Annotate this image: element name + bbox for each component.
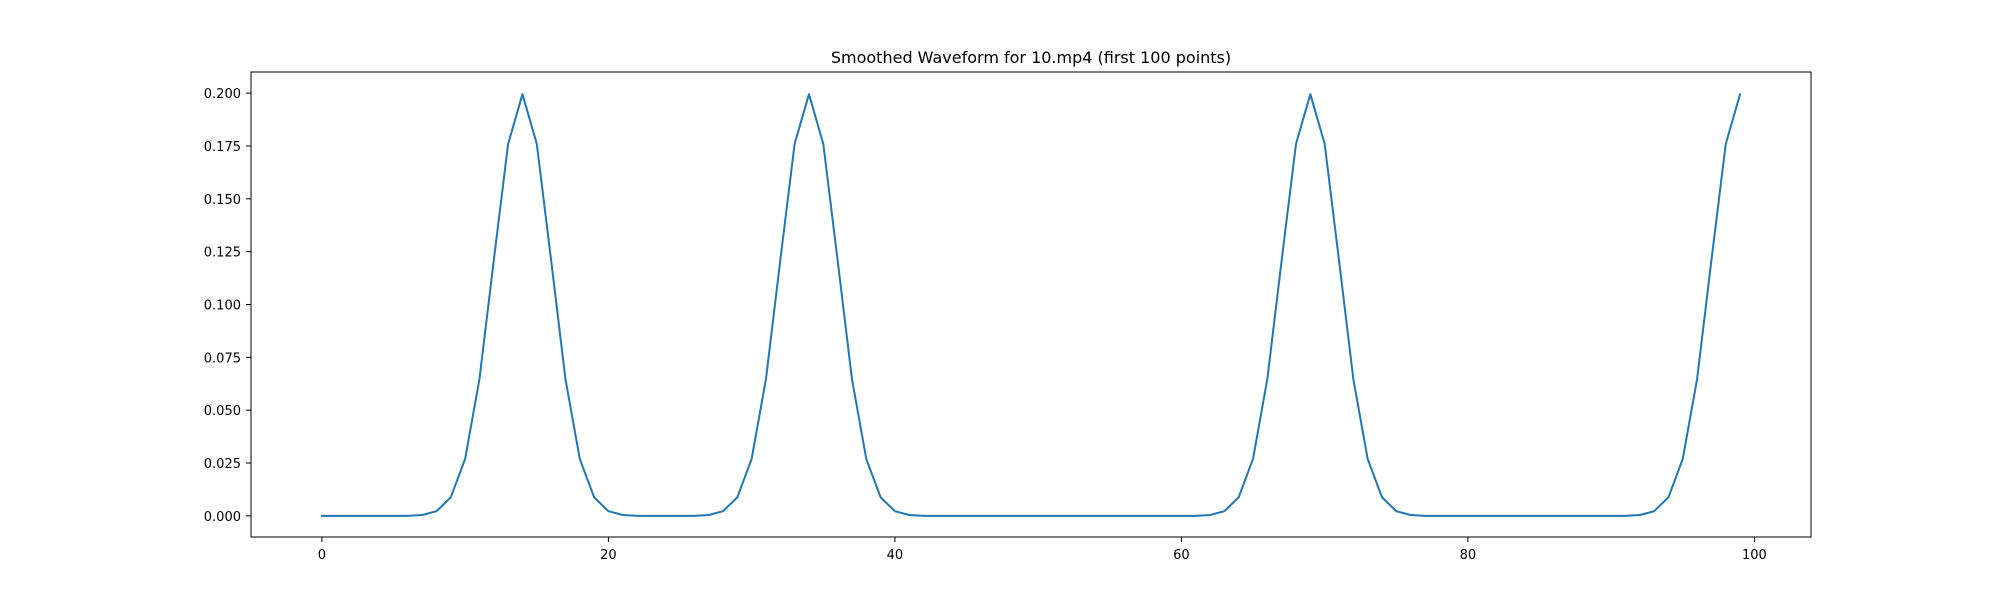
x-tick-label: 20 — [600, 548, 617, 563]
plot-area — [250, 71, 1812, 538]
x-tick-label: 100 — [1742, 548, 1767, 563]
y-tick-label: 0.000 — [204, 510, 241, 525]
y-tick-label: 0.125 — [204, 246, 241, 261]
y-tick-label: 0.175 — [204, 140, 241, 155]
y-tick-label: 0.150 — [204, 193, 241, 208]
y-tick-label: 0.050 — [204, 404, 241, 419]
chart-title: Smoothed Waveform for 10.mp4 (first 100 … — [831, 48, 1231, 67]
x-tick-label: 40 — [887, 548, 904, 563]
x-tick-label: 60 — [1173, 548, 1190, 563]
plot-background — [251, 72, 1811, 537]
x-tick-label: 80 — [1460, 548, 1477, 563]
x-axis: 0 20 40 60 80 100 — [318, 537, 1767, 563]
waveform-line — [320, 92, 1742, 517]
y-tick-label: 0.100 — [204, 299, 241, 314]
y-tick-label: 0.025 — [204, 457, 241, 472]
y-tick-label: 0.200 — [204, 87, 241, 102]
y-axis: 0.000 0.025 0.050 0.075 0.100 0.125 0.150 0.175… — [204, 87, 251, 525]
y-tick-label: 0.075 — [204, 351, 241, 366]
x-tick-label: 0 — [318, 548, 326, 563]
